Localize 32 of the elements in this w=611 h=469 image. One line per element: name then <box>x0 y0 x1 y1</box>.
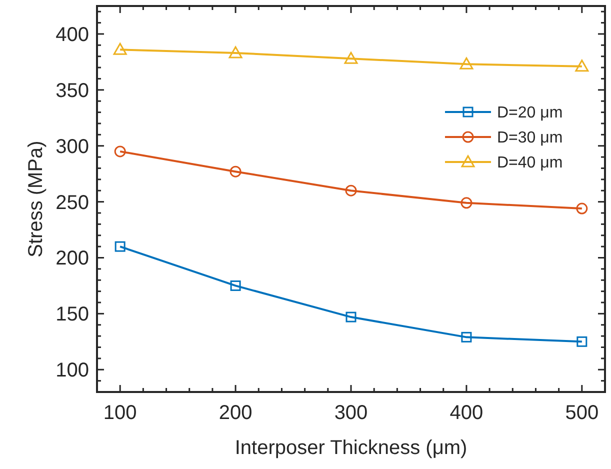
point <box>575 60 589 72</box>
y-tick-label: 400 <box>56 24 89 46</box>
point <box>114 146 126 158</box>
point <box>345 184 357 196</box>
point <box>113 42 127 55</box>
y-tick-label: 150 <box>56 304 89 326</box>
y-tick-label: 200 <box>56 248 89 270</box>
x-axis-title: Interposer Thickness (μm) <box>234 437 468 459</box>
x-tick-label: 500 <box>565 402 599 424</box>
point <box>576 336 588 347</box>
point <box>114 241 126 252</box>
y-tick-label: 250 <box>56 192 89 214</box>
point <box>228 46 242 58</box>
point <box>344 52 358 64</box>
point <box>230 280 241 291</box>
x-tick-label: 200 <box>218 402 252 424</box>
point <box>460 57 474 70</box>
legend-label: D=20 μm <box>497 104 563 122</box>
y-axis-title: Stress (MPa) <box>25 140 47 258</box>
x-tick-label: 300 <box>334 402 368 424</box>
y-tick-label: 100 <box>56 360 89 382</box>
x-tick-label: 400 <box>450 402 484 424</box>
legend-label: D=30 μm <box>497 130 563 147</box>
legend-label: D=40 μm <box>497 154 563 172</box>
x-tick-label: 100 <box>103 402 137 424</box>
y-tick-label: 350 <box>56 80 89 102</box>
point <box>576 202 588 214</box>
point <box>461 332 472 342</box>
point <box>346 312 356 322</box>
point <box>230 166 242 178</box>
point <box>460 197 472 209</box>
y-tick-label: 300 <box>56 136 89 158</box>
